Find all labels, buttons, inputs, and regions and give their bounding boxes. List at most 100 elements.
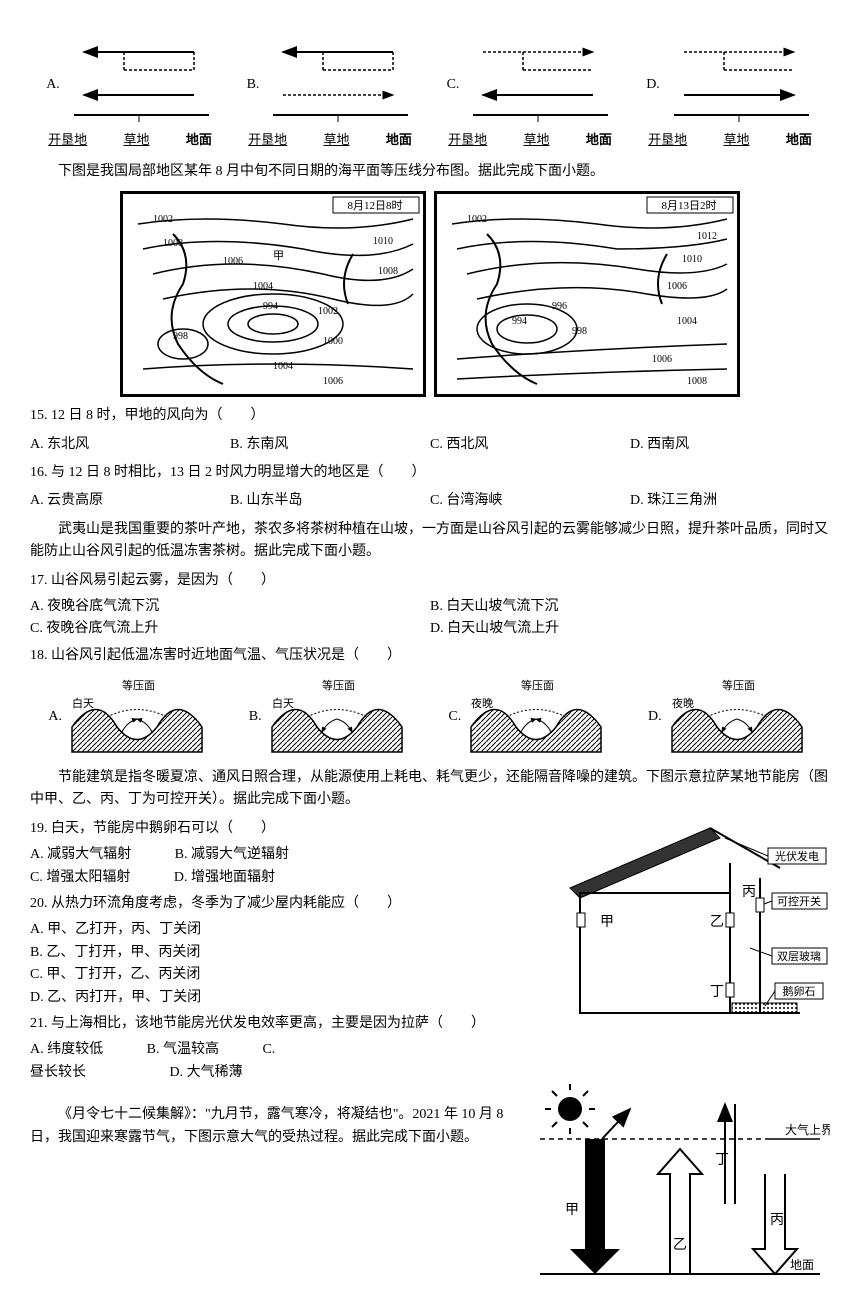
svg-text:1008: 1008	[687, 376, 707, 387]
valley-d: 等压面 夜晚	[662, 677, 812, 757]
c-left: 开垦地	[448, 130, 487, 151]
svg-text:白天: 白天	[272, 696, 294, 710]
svg-text:1002: 1002	[153, 214, 173, 225]
svg-text:1010: 1010	[682, 254, 702, 265]
b-ground: 地面	[386, 130, 412, 151]
q16-d: D. 珠江三角洲	[630, 490, 830, 512]
q15-c: C. 西北风	[430, 434, 630, 456]
option-c-block: C. 开垦地 草地 地面	[430, 40, 630, 151]
q21-a: A. 纬度较低	[30, 1039, 103, 1061]
q17-b: B. 白天山坡气流下沉	[430, 596, 830, 618]
house-ding: 丁	[710, 985, 724, 1000]
q21-options: A. 纬度较低 B. 气温较高 C. 昼长较长 D. 大气稀薄	[30, 1039, 830, 1084]
q15-a: A. 东北风	[30, 434, 230, 456]
svg-text:1006: 1006	[652, 354, 672, 365]
circulation-svg-d	[664, 40, 814, 130]
switch-label: 可控开关	[777, 894, 821, 908]
svg-text:998: 998	[572, 326, 587, 337]
glass-label: 双层玻璃	[777, 949, 821, 963]
svg-text:等压面: 等压面	[722, 678, 755, 692]
svg-text:1006: 1006	[223, 256, 243, 267]
radiation-diagram: 大气上界 地面 甲 乙 丁 丙	[530, 1084, 830, 1284]
intro-2: 武夷山是我国重要的茶叶产地，茶农多将茶树种植在山坡，一方面是山谷风引起的云雾能够…	[30, 519, 830, 564]
q17-options: A. 夜晚谷底气流下沉 B. 白天山坡气流下沉 C. 夜晚谷底气流上升 D. 白…	[30, 596, 830, 641]
house-jia: 甲	[600, 915, 614, 930]
q18-b-label: B.	[249, 706, 262, 728]
svg-text:1004: 1004	[677, 316, 697, 327]
rad-ding: 丁	[715, 1153, 729, 1168]
svg-text:甲: 甲	[273, 250, 284, 262]
svg-text:994: 994	[263, 301, 278, 312]
map-left: 8月12日8时 1002 1008 1010 1006 甲 1004 1008 …	[120, 191, 426, 397]
q19-d: D. 增强地面辐射	[174, 867, 275, 889]
svg-text:1006: 1006	[323, 376, 343, 387]
circulation-svg-a	[64, 40, 214, 130]
svg-text:1010: 1010	[373, 236, 393, 247]
q17-c: C. 夜晚谷底气流上升	[30, 618, 430, 640]
svg-text:1002: 1002	[467, 214, 487, 225]
intro-1: 下图是我国局部地区某年 8 月中旬不同日期的海平面等压线分布图。据此完成下面小题…	[30, 161, 830, 183]
svg-text:1004: 1004	[273, 361, 293, 372]
q21-c: 昼长较长	[30, 1065, 86, 1080]
valley-a: 等压面 白天	[62, 677, 212, 757]
option-b-label: B.	[247, 74, 260, 96]
svg-text:等压面: 等压面	[122, 678, 155, 692]
q17-a: A. 夜晚谷底气流下沉	[30, 596, 430, 618]
right-ground-label: 草地	[123, 130, 149, 151]
d-ground: 地面	[786, 130, 812, 151]
house-diagram: 甲 乙 丙 丁 光伏发电 可控开关 双层玻璃 鹅卵石	[550, 818, 830, 1038]
b-left: 开垦地	[248, 130, 287, 151]
option-d-label: D.	[646, 74, 660, 96]
q18-c-label: C.	[448, 706, 461, 728]
circulation-svg-b	[263, 40, 413, 130]
svg-text:白天: 白天	[72, 696, 94, 710]
option-a-block: A. 开垦地 草地 地面	[30, 40, 230, 151]
svg-text:夜晚: 夜晚	[471, 696, 493, 710]
svg-text:1008: 1008	[378, 266, 398, 277]
d-right: 草地	[723, 130, 749, 151]
q21-c-prefix: C.	[262, 1042, 275, 1057]
valley-c: 等压面 夜晚	[461, 677, 611, 757]
map-right: 8月13日2时 1002 1012 1010 1006 994 996 998 …	[434, 191, 740, 397]
svg-text:1002: 1002	[318, 306, 338, 317]
isobar-maps: 8月12日8时 1002 1008 1010 1006 甲 1004 1008 …	[30, 191, 830, 397]
q16-options: A. 云贵高原 B. 山东半岛 C. 台湾海峡 D. 珠江三角洲	[30, 490, 830, 512]
valley-b: 等压面 白天	[262, 677, 412, 757]
svg-text:994: 994	[512, 316, 527, 327]
intro-3: 节能建筑是指冬暖夏凉、通风日照合理，从能源使用上耗电、耗气更少，还能隔音降噪的建…	[30, 767, 830, 812]
q18-d-label: D.	[648, 706, 662, 728]
svg-text:1012: 1012	[697, 231, 717, 242]
svg-text:1004: 1004	[253, 281, 273, 292]
q15-options: A. 东北风 B. 东南风 C. 西北风 D. 西南风	[30, 434, 830, 456]
q21-d: D. 大气稀薄	[170, 1062, 243, 1084]
svg-text:1006: 1006	[667, 281, 687, 292]
d-left: 开垦地	[648, 130, 687, 151]
option-a-label: A.	[46, 74, 60, 96]
map-right-date: 8月13日2时	[662, 199, 717, 212]
q21-b: B. 气温较高	[147, 1039, 219, 1061]
svg-text:等压面: 等压面	[521, 678, 554, 692]
map-left-date: 8月12日8时	[348, 199, 403, 212]
q17-d: D. 白天山坡气流上升	[430, 618, 830, 640]
circulation-svg-c	[463, 40, 613, 130]
rad-bing: 丙	[770, 1213, 784, 1228]
c-right: 草地	[523, 130, 549, 151]
stone-label: 鹅卵石	[783, 984, 816, 998]
b-right: 草地	[323, 130, 349, 151]
option-c-label: C.	[447, 74, 460, 96]
option-d-block: D. 开垦地 草地 地面	[630, 40, 830, 151]
house-bing: 丙	[742, 885, 756, 900]
q15-b: B. 东南风	[230, 434, 430, 456]
rad-ground: 地面	[790, 1258, 814, 1272]
q17-stem: 17. 山谷风易引起云雾，是因为（ ）	[30, 570, 830, 592]
q19-c: C. 增强太阳辐射	[30, 867, 130, 889]
svg-text:996: 996	[552, 301, 567, 312]
svg-text:1000: 1000	[323, 336, 343, 347]
q16-stem: 16. 与 12 日 8 时相比，13 日 2 时风力明显增大的地区是（ ）	[30, 462, 830, 484]
c-ground: 地面	[586, 130, 612, 151]
rad-top: 大气上界	[785, 1122, 830, 1137]
q18-a-label: A.	[48, 706, 62, 728]
circulation-options: A. 开垦地 草地 地面 B.	[30, 40, 830, 151]
ground-label: 地面	[186, 130, 212, 151]
q15-stem: 15. 12 日 8 时，甲地的风向为（ ）	[30, 405, 830, 427]
